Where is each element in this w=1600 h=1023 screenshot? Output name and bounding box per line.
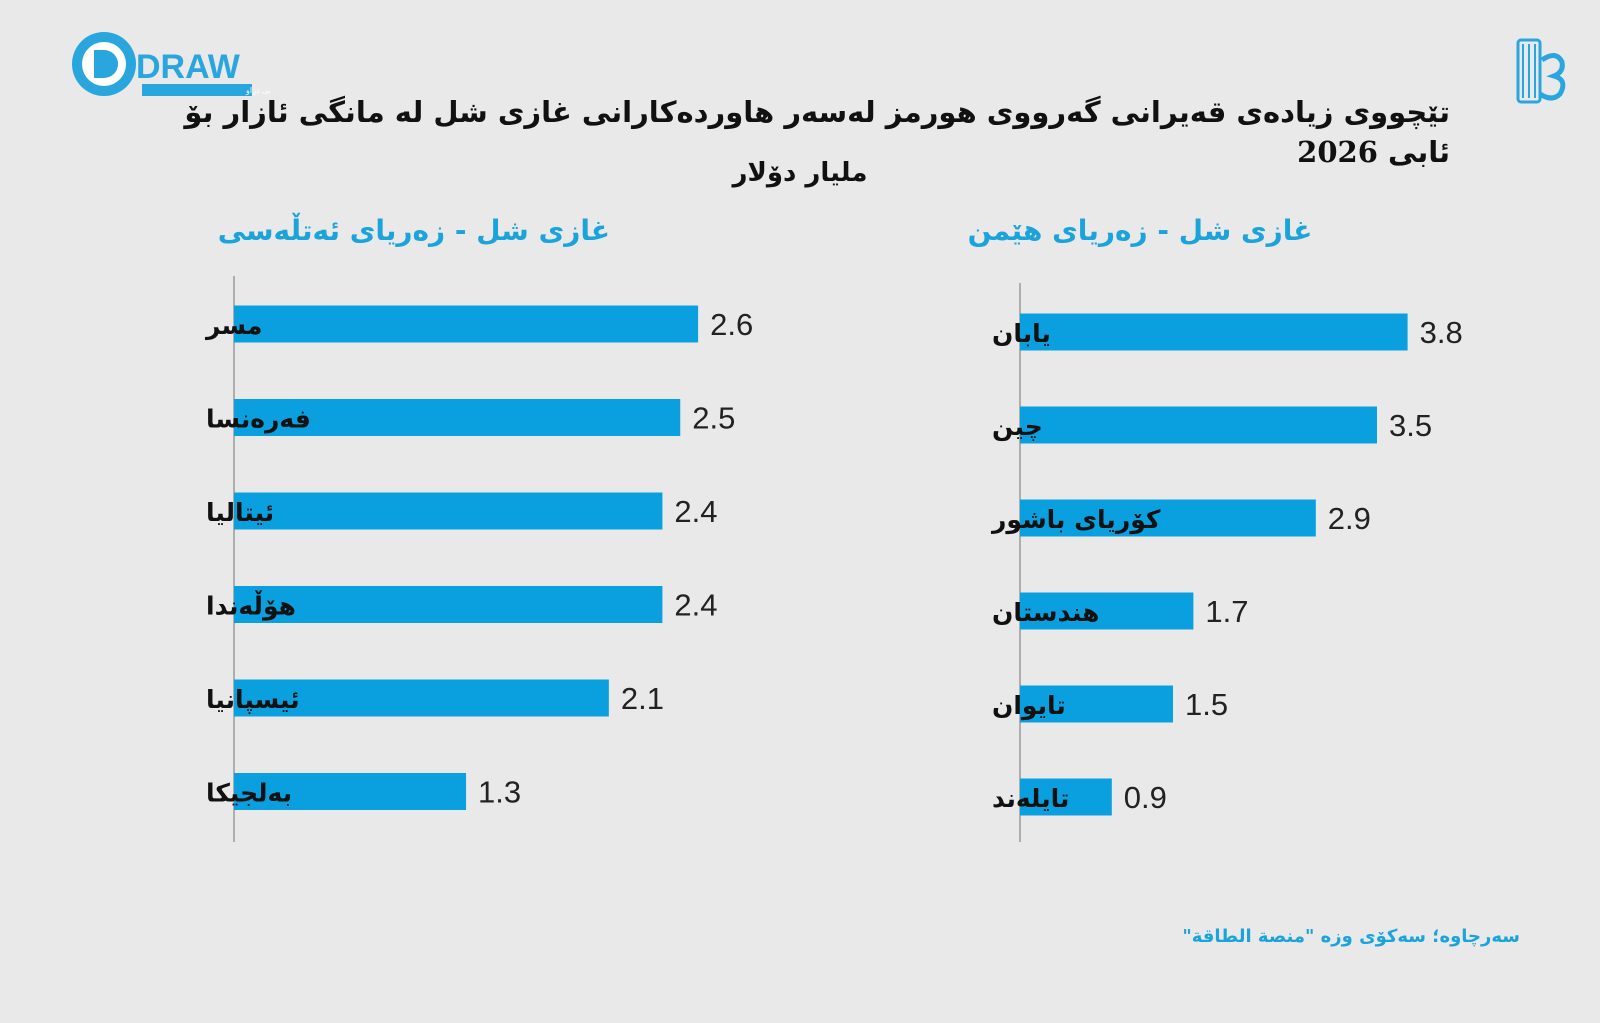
panel-title-pacific: غازی شل - زەریای هێمن — [967, 214, 1313, 247]
data-label-atlantic-0: 2.6 — [710, 307, 753, 342]
bar-pacific-4 — [1020, 685, 1173, 723]
logo-tagline: دامەزراوەی میدیایی دراو — [245, 86, 270, 95]
category-label-pacific-1: چین — [992, 412, 1043, 442]
bar-atlantic-1 — [234, 399, 681, 436]
pillar-3-logo-icon — [1516, 38, 1566, 104]
category-label-pacific-0: یابان — [992, 319, 1051, 348]
category-label-atlantic-3: هۆڵەندا — [206, 590, 296, 622]
bar-pacific-0 — [1020, 313, 1408, 351]
bar-atlantic-4 — [234, 679, 609, 717]
source-note: سەرچاوە؛ سەکۆی وزە "منصة الطاقة" — [1182, 926, 1520, 947]
chart-title: تێچووی زیادەی قەیرانی گەرووی هورمز لەسەر… — [150, 92, 1450, 172]
data-label-atlantic-3: 2.4 — [674, 588, 717, 623]
category-label-atlantic-1: فەرەنسا — [206, 405, 311, 434]
chart-subtitle: ملیار دۆلار — [732, 158, 868, 188]
data-label-pacific-4: 1.5 — [1185, 687, 1228, 722]
bar-pacific-1 — [1020, 406, 1377, 444]
category-label-atlantic-2: ئیتاليا — [206, 498, 274, 527]
category-label-atlantic-0: مسر — [204, 311, 262, 341]
bar-pacific-5 — [1020, 778, 1112, 816]
category-label-pacific-5: تایلەند — [992, 784, 1069, 813]
draw-logo: DRAW دامەزراوەی میدیایی دراو — [72, 32, 270, 96]
bar-pacific-3 — [1020, 592, 1194, 630]
data-label-atlantic-4: 2.1 — [621, 681, 664, 716]
panel-title-atlantic: غازی شل - زەریای ئەتڵەسی — [217, 214, 610, 247]
logo-text: DRAW — [136, 48, 241, 86]
category-label-pacific-3: هندستان — [992, 598, 1100, 627]
data-label-atlantic-1: 2.5 — [692, 401, 735, 436]
category-label-pacific-2: کۆریای باشور — [990, 505, 1161, 535]
bar-atlantic-2 — [234, 492, 663, 530]
bar-atlantic-0 — [234, 305, 699, 343]
bar-pacific-2 — [1020, 499, 1316, 537]
data-label-pacific-5: 0.9 — [1124, 780, 1167, 815]
data-label-pacific-2: 2.9 — [1328, 501, 1371, 536]
bar-atlantic-5 — [234, 773, 467, 810]
data-label-pacific-0: 3.8 — [1420, 315, 1463, 350]
category-label-atlantic-5: بەلجیکا — [206, 779, 292, 808]
category-label-atlantic-4: ئیسپانیا — [206, 685, 300, 714]
data-label-pacific-1: 3.5 — [1389, 408, 1432, 443]
data-label-atlantic-2: 2.4 — [674, 494, 717, 529]
data-label-atlantic-5: 1.3 — [478, 775, 521, 810]
data-label-pacific-3: 1.7 — [1205, 594, 1248, 629]
title-year: 2026 — [1297, 135, 1378, 169]
category-label-pacific-4: تایوان — [992, 691, 1066, 721]
bar-atlantic-3 — [234, 586, 663, 623]
title-text: تێچووی زیادەی قەیرانی گەرووی هورمز لەسەر… — [184, 95, 1450, 169]
